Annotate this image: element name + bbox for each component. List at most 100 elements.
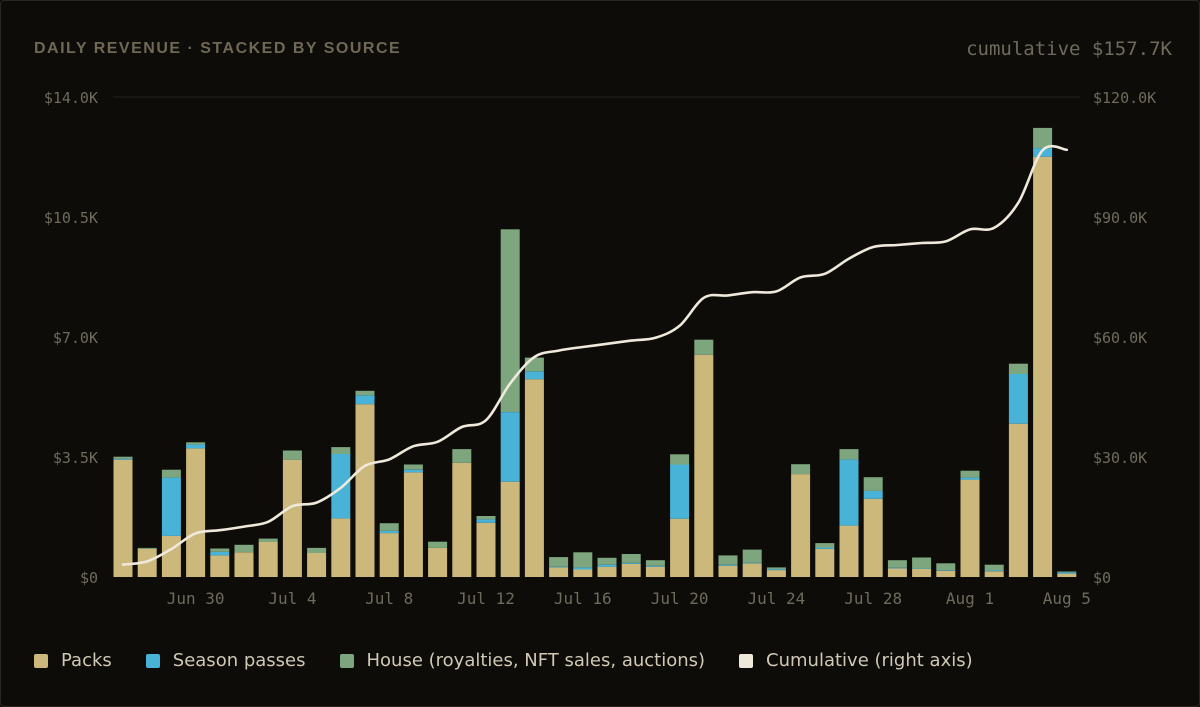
bar-segment-packs [355,404,375,577]
y-right-tick-label: $120.0K [1093,89,1156,107]
bar-segment-packs [694,354,714,577]
bar-segment-season-passes [766,569,786,571]
x-tick-label: Jul 20 [651,589,709,608]
cumulative-total: cumulative $157.7K [966,38,1172,60]
bar-segment-house [839,449,859,460]
bar-segment-packs [379,533,399,577]
bar-segment-packs [500,481,520,577]
bar-segment-packs [912,568,932,577]
bar-segment-season-passes [815,547,835,549]
bar-segment-packs [621,564,641,577]
bar-segment-season-passes [1057,572,1077,574]
legend-item-packs: Packs [34,650,112,671]
legend-label-season-passes: Season passes [172,650,306,671]
chart-title: DAILY REVENUE · STACKED BY SOURCE [34,40,402,57]
bar-segment-house [791,464,811,475]
bar-segment-season-passes [670,464,690,519]
y-right-tick-label: $60.0K [1093,329,1147,347]
bar-segment-season-passes [936,570,956,571]
bar-segment-house [355,390,375,396]
x-tick-label: Jul 4 [268,589,316,608]
bar-segment-packs [549,567,569,577]
bar-segment-house [476,516,496,520]
bar-segment-packs [645,566,665,577]
bar-segment-season-passes [960,477,980,480]
x-tick-label: Jul 8 [365,589,413,608]
bar-segment-packs [210,555,230,577]
y-left-tick-label: $3.5K [53,449,98,467]
bar-segment-house [815,543,835,548]
bar-segment-season-passes [524,371,544,380]
bar-segment-packs [863,498,883,577]
bar-segment-house [573,552,593,568]
bar-segment-season-passes [355,395,375,405]
x-tick-label: Jul 12 [457,589,515,608]
bar-segment-house [984,564,1004,571]
bar-segment-packs [1033,156,1053,577]
bar-segment-packs [307,553,327,577]
bar-segment-season-passes [718,564,738,566]
bar-segment-season-passes [887,567,907,569]
bar-segment-season-passes [403,469,423,473]
bar-segment-season-passes [839,459,859,526]
bar-segment-packs [960,479,980,577]
bar-segment-house [1008,363,1028,374]
y-left-tick-label: $14.0K [44,89,98,107]
bar-segment-house [113,456,133,459]
bar-segment-season-passes [597,564,617,567]
bar-segment-packs [282,459,302,577]
bar-segment-house [428,541,448,548]
bar-segment-season-passes [500,412,520,482]
bar-segment-house [258,538,278,542]
bar-segment-house [331,447,351,454]
x-tick-label: Jul 28 [844,589,902,608]
bar-segment-season-passes [984,570,1004,572]
legend-label-house: House (royalties, NFT sales, auctions) [366,650,706,671]
bar-segment-packs [984,571,1004,577]
cumulative-line [121,144,1069,566]
bar-segment-packs [718,565,738,577]
legend-swatch-packs [34,653,48,668]
bar-segment-season-passes [645,565,665,567]
bar-segment-packs [597,566,617,577]
bar-segment-season-passes [113,458,133,460]
bar-segment-packs [1057,573,1077,577]
bar-segment-season-passes [210,552,230,556]
bar-segment-packs [137,548,157,577]
bar-segment-house [234,544,254,553]
bar-segment-house [670,454,690,465]
bar-segment-packs [161,535,181,577]
bar-segment-season-passes [1008,374,1028,424]
legend-item-cumulative: Cumulative (right axis) [739,650,973,671]
bar-segment-house [960,470,980,478]
y-left-tick-label: $10.5K [44,209,98,227]
legend-swatch-house [339,653,354,668]
bar-segment-season-passes [621,562,641,564]
y-left-tick-label: $7.0K [53,329,98,347]
bar-segment-packs [766,570,786,577]
legend-swatch-season-passes [145,653,160,668]
bar-segment-house [282,450,302,460]
bar-segment-season-passes [573,567,593,570]
bar-segment-season-passes [161,477,181,536]
legend-swatch-cumulative [739,653,754,668]
bar-segment-house [137,547,157,549]
bar-segment-house [863,477,883,491]
bar-segment-house [186,442,206,445]
bar-segment-packs [258,542,278,577]
bar-segment-packs [403,472,423,577]
x-tick-label: Aug 5 [1043,589,1091,608]
bar-segment-packs [331,518,351,577]
bar-segment-packs [936,570,956,577]
legend: Packs Season passes House (royalties, NF… [34,650,1007,671]
legend-label-cumulative: Cumulative (right axis) [766,650,973,671]
bar-segment-packs [791,474,811,577]
bar-segment-house [621,554,641,563]
bar-segment-house [1033,127,1053,149]
bar-segment-house [887,560,907,568]
x-tick-label: Jun 30 [167,589,225,608]
x-tick-label: Aug 1 [946,589,994,608]
bar-segment-packs [815,548,835,577]
bar-segment-house [549,557,569,567]
